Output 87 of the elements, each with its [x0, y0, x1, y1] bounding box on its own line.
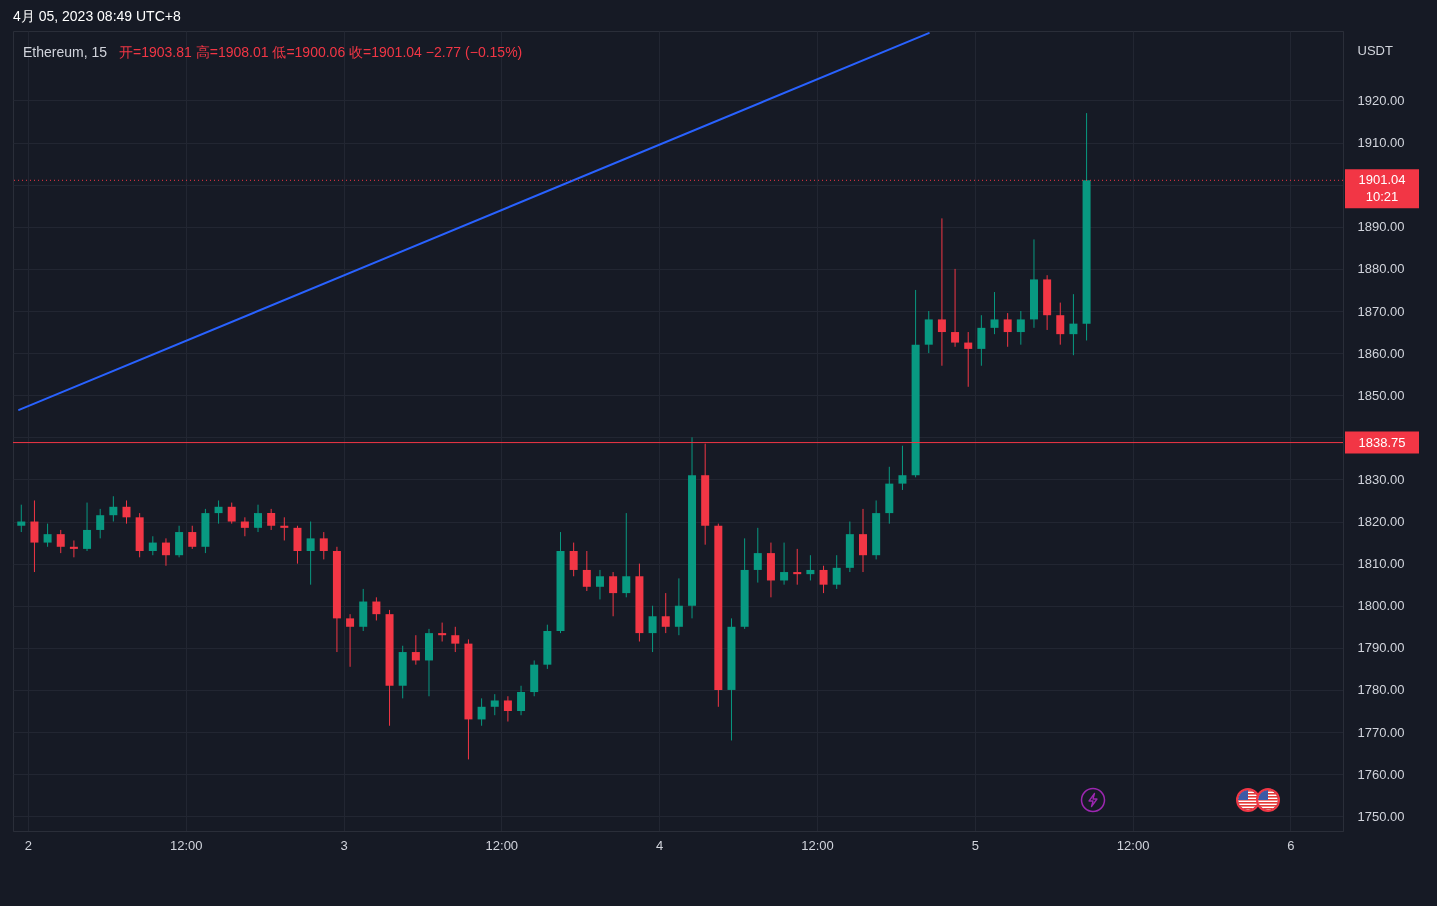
candlestick — [1016, 310, 1025, 346]
chart-title: 4月 05, 2023 08:49 UTC+8 — [13, 8, 181, 24]
x-tick-label: 12:00 — [169, 837, 203, 853]
candlestick — [293, 525, 302, 565]
candlestick — [227, 502, 236, 525]
candlestick — [859, 508, 867, 573]
candlestick — [490, 693, 499, 716]
candlestick — [109, 495, 118, 523]
candlestick — [267, 508, 276, 531]
candlestick — [964, 331, 973, 388]
candlestick — [595, 569, 604, 600]
x-tick-label: 6 — [1287, 837, 1295, 853]
candlestick — [17, 504, 26, 533]
y-tick-label: 1770.00 — [1357, 724, 1405, 740]
candlestick — [990, 291, 999, 335]
candlestick — [30, 499, 39, 573]
candlestick — [175, 525, 184, 558]
candlestick — [477, 697, 486, 727]
candlestick — [898, 445, 907, 491]
x-tick-label: 12:00 — [485, 837, 519, 853]
candlestick — [951, 268, 960, 348]
candlestick — [451, 626, 460, 653]
ref-line-label: 1901.04 10:21 — [1358, 172, 1406, 205]
candlestick — [648, 605, 657, 653]
candlestick — [937, 217, 946, 367]
candlestick — [346, 613, 355, 668]
candlestick — [503, 695, 512, 723]
candlestick — [569, 542, 578, 577]
candlestick — [372, 596, 381, 621]
x-tick-label: 4 — [656, 837, 664, 853]
y-tick-label: 1860.00 — [1357, 345, 1405, 361]
candlestick — [319, 531, 328, 560]
y-tick-label: 1920.00 — [1357, 92, 1405, 108]
candlestick — [1069, 293, 1078, 356]
y-tick-label: 1850.00 — [1357, 387, 1405, 403]
candlestick — [753, 527, 762, 584]
y-tick-label: 1820.00 — [1357, 514, 1405, 530]
candlestick — [977, 314, 986, 367]
y-tick-label: 1890.00 — [1357, 219, 1405, 235]
candlestick — [806, 554, 815, 581]
x-tick-label: 3 — [340, 837, 348, 853]
y-tick-label: 1870.00 — [1357, 303, 1405, 319]
x-tick-label: 2 — [24, 837, 32, 853]
candlestick — [819, 565, 828, 594]
candlestick — [69, 539, 78, 558]
y-tick-label: 1810.00 — [1357, 556, 1405, 572]
ref-line-label: 1838.75 — [1358, 434, 1406, 450]
y-tick-label: 1880.00 — [1357, 261, 1405, 277]
y-tick-label: 1750.00 — [1357, 808, 1405, 824]
y-axis-title: USDT — [1357, 42, 1393, 58]
text: Ethereum, 15 — [23, 44, 108, 60]
candlestick — [254, 504, 263, 533]
x-tick-label: 12:00 — [1116, 837, 1150, 853]
candlestick — [306, 521, 315, 586]
candlestick — [122, 499, 131, 525]
y-tick-label: 1790.00 — [1357, 640, 1405, 656]
candlestick — [582, 550, 591, 592]
x-tick-label: 12:00 — [801, 837, 834, 853]
candlestick — [438, 622, 447, 643]
candlestick — [56, 529, 65, 554]
candlestick — [793, 548, 802, 586]
candlestick — [43, 523, 52, 548]
annotation: 开=1903.81 高=1908.01 低=1900.06 收=1901.04 −2.77 (−0.15%) — [119, 44, 523, 60]
x-tick-label: 5 — [971, 837, 979, 853]
candlestick — [609, 571, 618, 617]
y-tick-label: 1780.00 — [1357, 682, 1405, 698]
candlestick — [411, 634, 420, 666]
candlestick — [517, 685, 526, 716]
y-tick-label: 1910.00 — [1357, 135, 1405, 151]
candlestick — [1056, 302, 1065, 346]
candlestick — [161, 537, 170, 567]
candlestick — [780, 542, 789, 586]
candlestick — [661, 592, 670, 634]
candlestick — [674, 577, 683, 636]
candlestick — [148, 535, 157, 556]
candlestick — [622, 512, 631, 598]
candlestick — [214, 499, 223, 525]
candlestick — [832, 554, 841, 590]
y-tick-label: 1830.00 — [1357, 471, 1405, 487]
candlestick — [188, 525, 197, 550]
candlestick — [1003, 312, 1012, 348]
candlestick — [83, 502, 92, 552]
y-tick-label: 1760.00 — [1357, 766, 1405, 782]
candlestick — [240, 516, 249, 537]
candlestick — [280, 516, 289, 541]
candlestick — [96, 508, 105, 539]
y-tick-label: 1800.00 — [1357, 598, 1405, 614]
